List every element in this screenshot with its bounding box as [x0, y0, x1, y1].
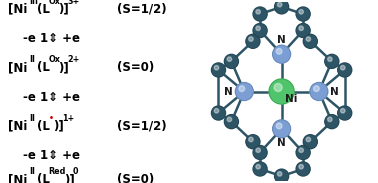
Text: 3+: 3+ — [68, 0, 80, 6]
Text: III: III — [29, 0, 38, 6]
Circle shape — [276, 48, 282, 54]
Text: 2+: 2+ — [68, 55, 80, 64]
Circle shape — [296, 145, 310, 160]
Text: (L: (L — [37, 3, 50, 16]
Circle shape — [325, 54, 339, 68]
Circle shape — [235, 83, 253, 100]
Text: [Ni: [Ni — [8, 61, 27, 74]
Circle shape — [225, 115, 239, 129]
Text: 1+: 1+ — [62, 114, 74, 123]
Circle shape — [256, 10, 260, 14]
Text: )]: )] — [59, 3, 69, 16]
Circle shape — [239, 86, 245, 92]
Text: [Ni: [Ni — [8, 173, 27, 183]
Text: (L: (L — [37, 61, 50, 74]
Text: )]: )] — [64, 173, 74, 183]
Circle shape — [274, 169, 289, 183]
Circle shape — [227, 117, 232, 122]
Circle shape — [328, 57, 332, 61]
Circle shape — [276, 123, 282, 129]
Text: N: N — [277, 138, 286, 148]
Circle shape — [225, 54, 239, 68]
Circle shape — [328, 117, 332, 122]
Circle shape — [303, 34, 318, 48]
Circle shape — [310, 83, 328, 100]
Circle shape — [277, 2, 282, 7]
Circle shape — [303, 135, 318, 149]
Circle shape — [341, 109, 345, 113]
Circle shape — [274, 83, 282, 92]
Circle shape — [341, 66, 345, 70]
Text: Ni: Ni — [285, 94, 298, 104]
Circle shape — [273, 120, 291, 138]
Circle shape — [296, 23, 310, 38]
Circle shape — [253, 23, 267, 38]
Text: )]: )] — [59, 61, 69, 74]
Circle shape — [277, 172, 282, 176]
Circle shape — [256, 165, 260, 169]
Text: N: N — [224, 87, 233, 96]
Text: (L: (L — [37, 120, 50, 133]
Circle shape — [338, 106, 352, 120]
Circle shape — [253, 7, 267, 21]
Circle shape — [338, 63, 352, 77]
Circle shape — [273, 45, 291, 63]
Circle shape — [214, 66, 219, 70]
Text: (S=0): (S=0) — [117, 61, 155, 74]
Text: Ox: Ox — [48, 0, 60, 6]
Circle shape — [306, 137, 311, 142]
Circle shape — [306, 37, 311, 41]
Text: II: II — [29, 114, 35, 123]
Circle shape — [296, 162, 310, 176]
Circle shape — [299, 148, 304, 152]
Text: (S=0): (S=0) — [117, 173, 155, 183]
Circle shape — [256, 26, 260, 31]
Text: [Ni: [Ni — [8, 3, 27, 16]
Text: N: N — [330, 87, 339, 96]
Circle shape — [246, 135, 260, 149]
Text: N: N — [277, 35, 286, 45]
Circle shape — [299, 165, 304, 169]
Circle shape — [227, 57, 232, 61]
Text: 0: 0 — [73, 167, 79, 176]
Text: II: II — [29, 55, 35, 64]
Circle shape — [299, 10, 304, 14]
Circle shape — [249, 137, 253, 142]
Text: Ox: Ox — [48, 55, 60, 64]
Circle shape — [211, 106, 226, 120]
Circle shape — [211, 63, 226, 77]
Text: (S=1/2): (S=1/2) — [117, 120, 167, 133]
Circle shape — [299, 26, 304, 31]
Text: -e 1⇕ +e: -e 1⇕ +e — [23, 91, 80, 104]
Text: -e 1⇕ +e: -e 1⇕ +e — [23, 32, 80, 45]
Circle shape — [253, 145, 267, 160]
Circle shape — [274, 0, 289, 14]
Circle shape — [256, 148, 260, 152]
Text: •: • — [48, 114, 54, 123]
Text: II: II — [29, 167, 35, 176]
Circle shape — [325, 115, 339, 129]
Text: (S=1/2): (S=1/2) — [117, 3, 167, 16]
Circle shape — [246, 34, 260, 48]
Text: [Ni: [Ni — [8, 120, 27, 133]
Circle shape — [249, 37, 253, 41]
Text: )]: )] — [53, 120, 64, 133]
Circle shape — [313, 86, 319, 92]
Circle shape — [214, 109, 219, 113]
Circle shape — [269, 79, 294, 104]
Circle shape — [296, 7, 310, 21]
Text: Red: Red — [48, 167, 66, 176]
Circle shape — [253, 162, 267, 176]
Text: (L: (L — [37, 173, 50, 183]
Text: -e 1⇕ +e: -e 1⇕ +e — [23, 149, 80, 162]
